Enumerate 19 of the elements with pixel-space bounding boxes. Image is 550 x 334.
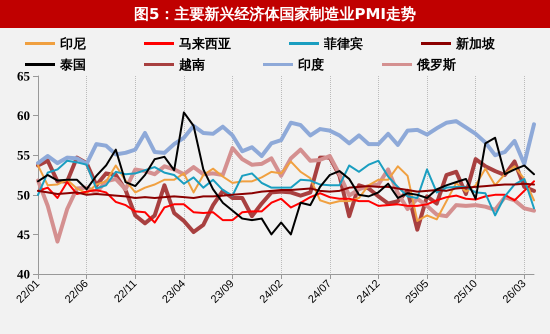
legend-label: 俄罗斯	[416, 57, 456, 72]
y-tick-label: 55	[17, 148, 30, 163]
y-tick-label: 40	[17, 266, 30, 282]
line-series	[37, 180, 535, 224]
legend-label: 泰国	[59, 57, 86, 72]
chart-title: 图5：主要新兴经济体国家制造业PMI走势	[0, 0, 550, 28]
y-tick-label: 50	[17, 187, 30, 202]
legend-label: 新加坡	[455, 36, 496, 51]
legend-label: 马来西亚	[179, 36, 231, 51]
line-series	[36, 119, 536, 166]
y-tick-label: 65	[17, 68, 30, 84]
legend-label: 印尼	[60, 36, 86, 51]
line-series	[37, 111, 535, 236]
legend-label: 越南	[178, 57, 205, 72]
legend-label: 印度	[298, 57, 324, 72]
line-series	[37, 182, 535, 199]
legend-label: 菲律宾	[323, 36, 363, 51]
y-tick-label: 45	[17, 226, 30, 242]
y-tick-label: 60	[17, 108, 30, 124]
